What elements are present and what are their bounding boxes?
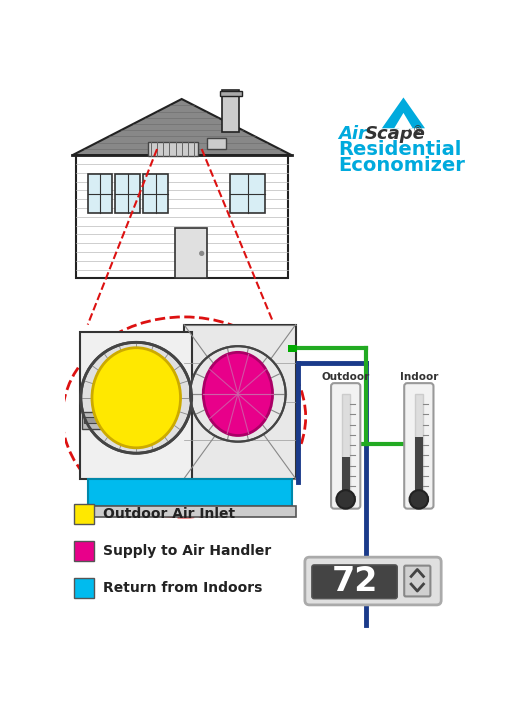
Text: Supply to Air Handler: Supply to Air Handler xyxy=(103,544,271,558)
Bar xyxy=(175,228,207,279)
Bar xyxy=(74,504,94,524)
Text: Outdoor: Outdoor xyxy=(321,372,370,382)
Circle shape xyxy=(200,251,204,256)
Circle shape xyxy=(190,346,285,442)
FancyBboxPatch shape xyxy=(331,383,360,508)
Bar xyxy=(74,541,94,561)
Polygon shape xyxy=(73,99,292,155)
Text: Economizer: Economizer xyxy=(338,155,465,175)
Bar xyxy=(148,142,198,156)
Bar xyxy=(84,417,101,423)
Bar xyxy=(288,345,297,352)
Bar xyxy=(220,92,242,96)
Bar xyxy=(415,437,423,496)
Bar xyxy=(207,138,226,149)
Polygon shape xyxy=(394,113,413,128)
Circle shape xyxy=(337,490,355,508)
Bar xyxy=(116,175,140,213)
Bar xyxy=(88,175,113,213)
Bar xyxy=(76,155,288,279)
Bar xyxy=(342,458,349,496)
FancyBboxPatch shape xyxy=(404,566,430,596)
Circle shape xyxy=(81,342,192,453)
Text: Return from Indoors: Return from Indoors xyxy=(103,581,263,595)
Text: Indoor: Indoor xyxy=(400,372,438,382)
Bar xyxy=(342,394,349,496)
Bar xyxy=(415,394,423,496)
Bar xyxy=(223,90,239,132)
Bar xyxy=(80,332,192,478)
Polygon shape xyxy=(382,97,425,128)
FancyBboxPatch shape xyxy=(312,565,397,599)
Text: Residential: Residential xyxy=(338,140,461,158)
Bar xyxy=(88,478,292,505)
Circle shape xyxy=(410,490,428,508)
Text: Scape: Scape xyxy=(365,125,426,142)
Bar xyxy=(84,505,296,517)
Text: Outdoor Air Inlet: Outdoor Air Inlet xyxy=(103,507,235,521)
Bar xyxy=(143,175,168,213)
FancyBboxPatch shape xyxy=(305,557,441,605)
Ellipse shape xyxy=(203,352,273,435)
Bar xyxy=(74,578,94,598)
Text: 72: 72 xyxy=(332,566,378,599)
Bar xyxy=(230,175,265,213)
Bar xyxy=(82,412,103,429)
Text: Air: Air xyxy=(338,125,367,142)
Text: ®: ® xyxy=(413,125,422,135)
Ellipse shape xyxy=(92,348,180,448)
FancyBboxPatch shape xyxy=(404,383,433,508)
Bar xyxy=(184,324,296,478)
